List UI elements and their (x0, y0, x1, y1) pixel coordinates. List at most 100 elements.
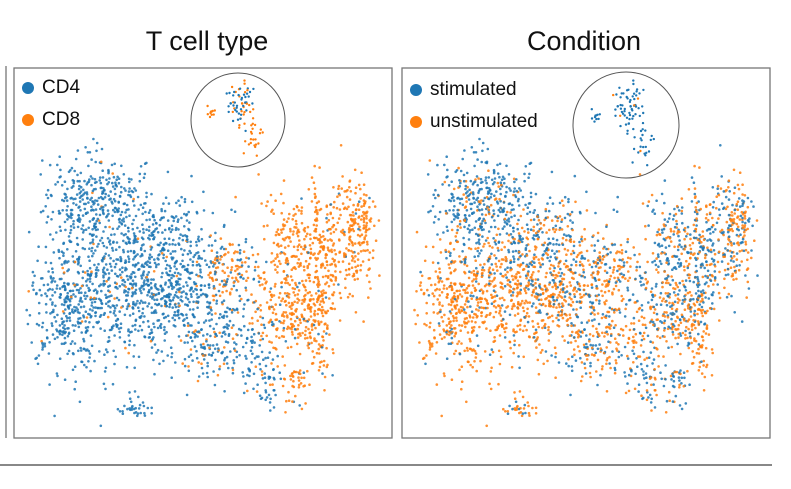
scatter-point (524, 246, 528, 250)
scatter-point (136, 253, 139, 256)
scatter-point (314, 275, 317, 279)
scatter-point (524, 274, 528, 278)
scatter-point (90, 246, 94, 250)
scatter-point (596, 239, 600, 242)
scatter-point (434, 188, 437, 192)
scatter-point (259, 368, 262, 371)
scatter-point (106, 237, 110, 240)
scatter-point (589, 375, 592, 379)
scatter-point (51, 324, 54, 328)
scatter-point (66, 248, 69, 251)
scatter-point (69, 228, 73, 232)
scatter-point (506, 412, 510, 416)
scatter-point (107, 194, 110, 197)
scatter-point (634, 372, 637, 376)
scatter-point (195, 260, 199, 264)
scatter-point (701, 297, 704, 301)
scatter-point (128, 187, 131, 190)
scatter-point (661, 231, 664, 234)
scatter-point (242, 315, 245, 318)
scatter-point (294, 310, 298, 313)
scatter-point (671, 268, 674, 272)
scatter-point (206, 361, 209, 365)
scatter-point (443, 180, 447, 184)
scatter-point (134, 254, 138, 258)
scatter-point (72, 311, 75, 314)
scatter-point (449, 199, 453, 203)
scatter-point (735, 277, 738, 281)
scatter-point (65, 314, 68, 318)
scatter-point (319, 308, 322, 312)
scatter-point (248, 368, 251, 372)
scatter-point (143, 411, 146, 415)
scatter-point (687, 251, 690, 254)
scatter-point (533, 209, 536, 212)
scatter-point (210, 313, 214, 316)
scatter-point (319, 266, 323, 269)
scatter-point (348, 235, 352, 238)
scatter-point (134, 288, 138, 292)
scatter-point (300, 212, 303, 215)
scatter-point (161, 312, 165, 316)
scatter-point (741, 193, 744, 196)
scatter-point (678, 243, 681, 246)
scatter-point (672, 214, 676, 217)
scatter-point (446, 175, 449, 178)
scatter-point (490, 348, 494, 351)
scatter-point (488, 212, 491, 216)
scatter-point (743, 234, 746, 237)
scatter-point (365, 274, 369, 277)
scatter-point (702, 364, 705, 367)
scatter-point (535, 246, 538, 249)
scatter-point (141, 301, 145, 304)
scatter-point (716, 260, 720, 264)
scatter-point (595, 284, 598, 288)
scatter-point (712, 230, 715, 234)
scatter-point (737, 234, 740, 238)
scatter-point (35, 292, 38, 296)
scatter-point (160, 207, 163, 211)
scatter-point (572, 277, 575, 281)
scatter-point (652, 311, 656, 315)
scatter-point (82, 229, 86, 232)
scatter-point (450, 324, 453, 327)
scatter-point (349, 190, 353, 193)
scatter-point (111, 382, 115, 386)
scatter-point (362, 216, 366, 220)
scatter-point (611, 243, 614, 247)
scatter-point (112, 240, 115, 244)
scatter-point (684, 337, 687, 340)
scatter-point (297, 371, 301, 374)
scatter-point (483, 320, 486, 324)
scatter-point (121, 270, 124, 274)
scatter-point (680, 245, 683, 249)
scatter-point (36, 362, 40, 366)
scatter-point (351, 211, 355, 214)
scatter-point (689, 310, 693, 313)
scatter-point (705, 263, 709, 267)
scatter-point (90, 205, 93, 208)
scatter-point (368, 196, 371, 200)
scatter-point (235, 278, 238, 282)
scatter-point (343, 255, 346, 259)
scatter-point (652, 383, 655, 386)
scatter-point (463, 303, 467, 306)
scatter-point (601, 313, 605, 316)
scatter-point (524, 299, 528, 303)
scatter-point (505, 190, 508, 194)
scatter-point (367, 258, 371, 262)
scatter-point (226, 266, 229, 270)
scatter-point (242, 250, 246, 253)
scatter-point (313, 252, 316, 255)
scatter-point (639, 332, 642, 335)
scatter-point (266, 356, 270, 360)
scatter-point (107, 336, 111, 339)
scatter-point (347, 267, 351, 271)
scatter-point (233, 210, 237, 213)
scatter-point (74, 380, 77, 384)
scatter-point (109, 306, 112, 309)
scatter-point (287, 390, 290, 394)
scatter-point (601, 365, 604, 368)
scatter-point (173, 271, 177, 275)
scatter-point (234, 264, 238, 268)
